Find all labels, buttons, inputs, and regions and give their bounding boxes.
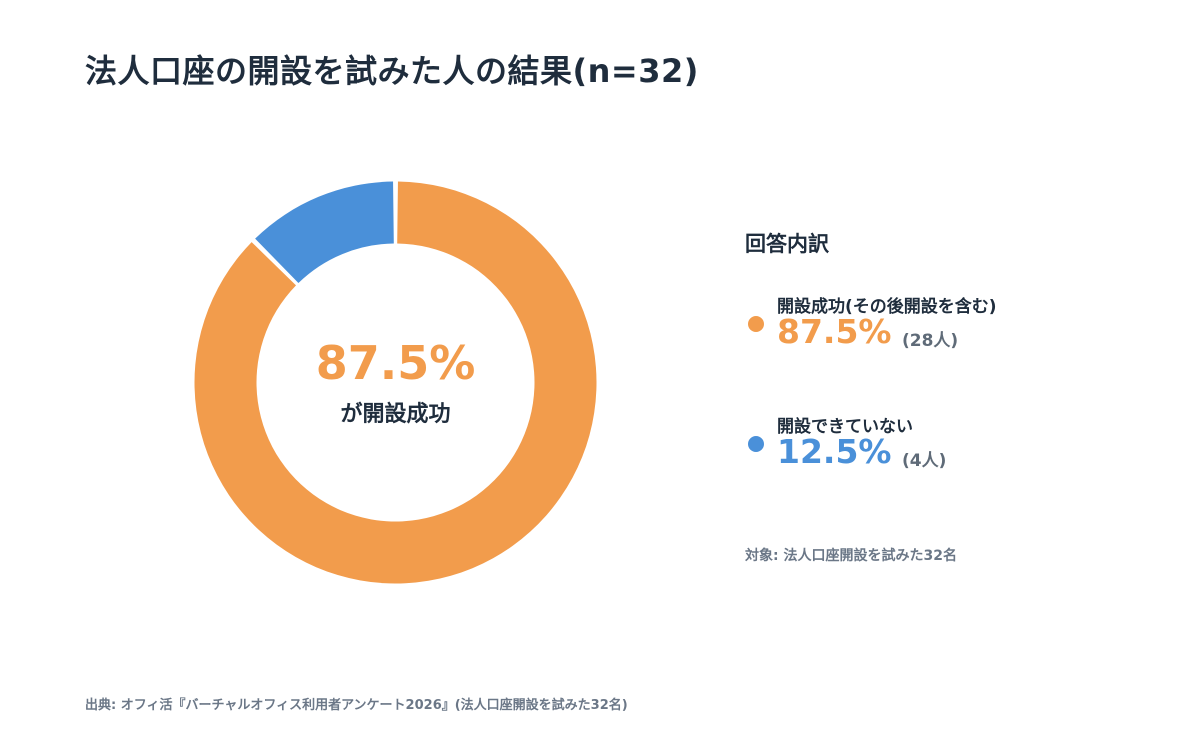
legend-count-failure: (4人): [902, 451, 947, 471]
center-percent: 87.5%: [315, 336, 476, 390]
legend-label-failure: 開設できていない: [777, 417, 913, 437]
legend-dot-success: [748, 316, 764, 332]
chart-title: 法人口座の開設を試みた人の結果(n=32): [85, 52, 699, 90]
source-note: 出典: オフィ活『バーチャルオフィス利用者アンケート2026』(法人口座開設を試…: [85, 698, 628, 713]
legend-value-success: 87.5%: [777, 312, 892, 351]
target-note: 対象: 法人口座開設を試みた32名: [745, 548, 957, 564]
legend-count-success: (28人): [902, 331, 959, 351]
donut-svg: [194, 181, 597, 584]
center-label: が開設成功: [340, 402, 451, 427]
donut-slice-success: [194, 181, 597, 584]
legend-dot-failure: [748, 436, 764, 452]
legend-label-success: 開設成功(その後開設を含む): [777, 297, 997, 317]
donut-slice-failure: [255, 181, 394, 284]
legend-heading: 回答内訳: [745, 232, 829, 256]
donut-chart: 87.5% が開設成功: [193, 180, 598, 585]
legend-value-failure: 12.5%: [777, 432, 892, 471]
